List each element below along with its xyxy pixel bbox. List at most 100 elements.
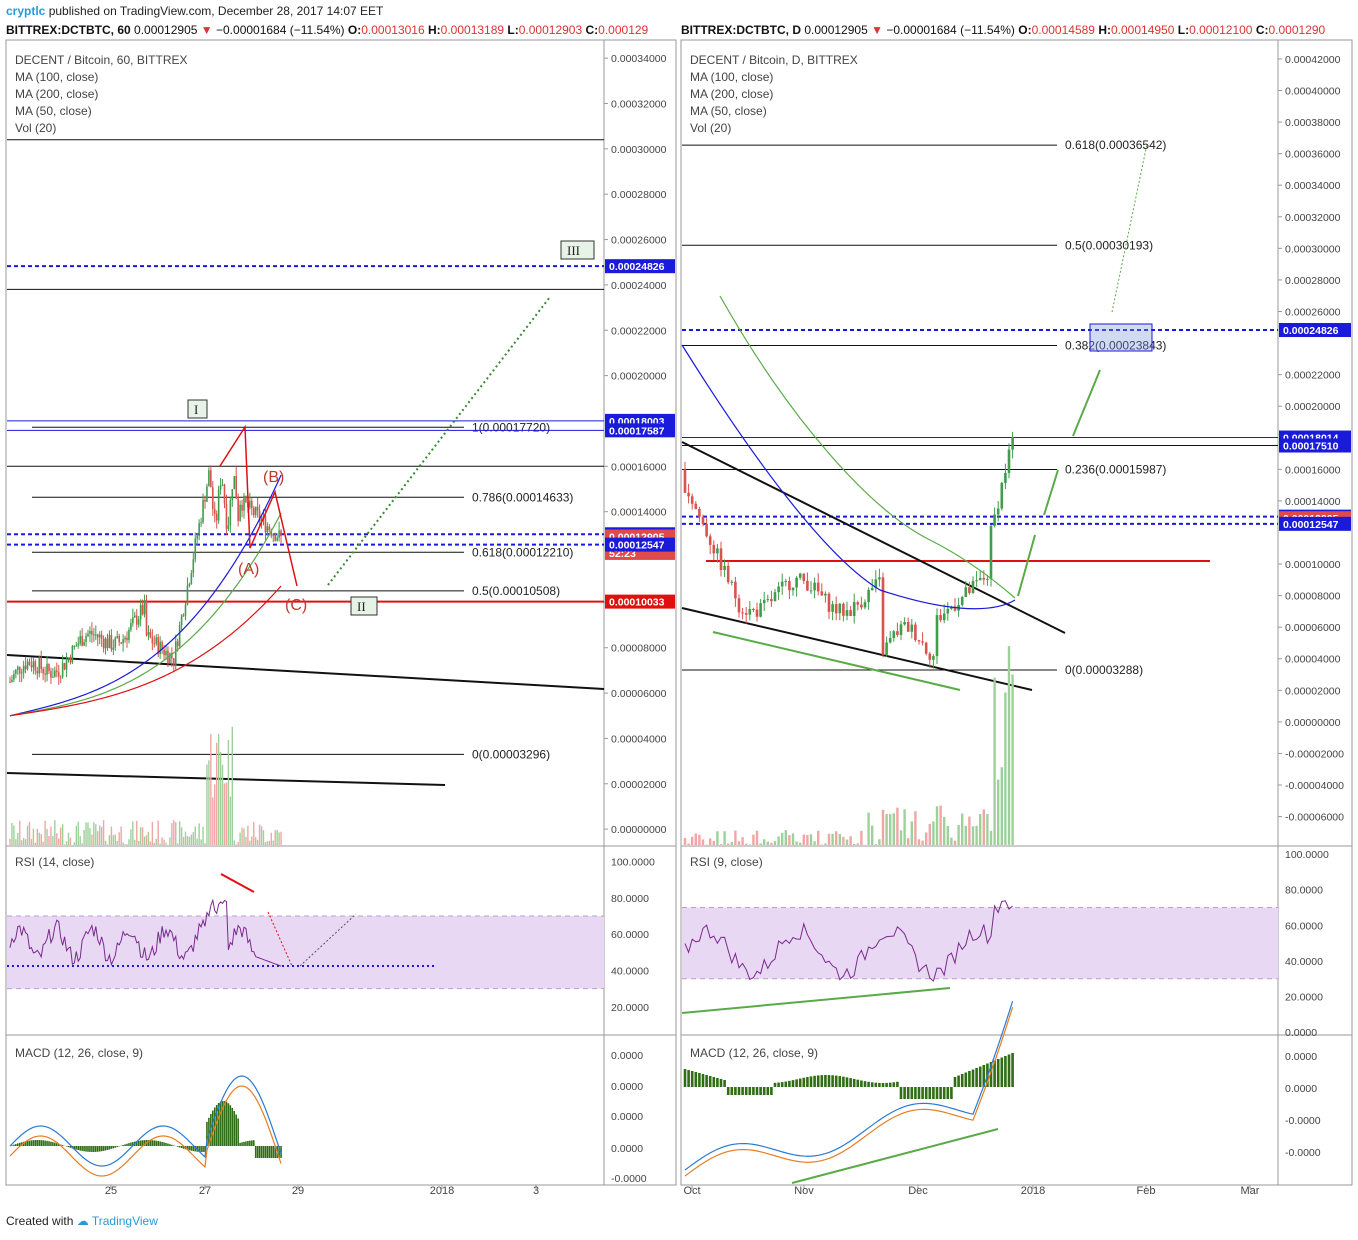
volume-bar <box>173 820 175 845</box>
candle-body <box>272 534 275 536</box>
macd-histogram-bar <box>251 1140 253 1146</box>
macd-histogram-bar <box>237 1118 239 1146</box>
macd-axis-label: 0.0000 <box>611 1050 643 1062</box>
wave-label-a: (A) <box>238 561 259 578</box>
volume-bar <box>130 829 132 845</box>
wedge-upper-trendline <box>681 441 1066 634</box>
volume-bar <box>93 822 95 845</box>
candle-body <box>852 602 856 616</box>
price-axis-label: 0.00034000 <box>1285 180 1341 192</box>
candle-body <box>910 624 914 632</box>
candle-body <box>917 640 921 642</box>
left-symbol[interactable]: BITTREX:DCTBTC, 60 <box>6 23 131 37</box>
volume-bar <box>198 823 200 845</box>
fib-label: 0.5(0.00030193) <box>1065 238 1153 252</box>
candle-body <box>759 603 762 617</box>
candle-body <box>276 537 278 541</box>
footer: Created with ☁ TradingView <box>6 1214 158 1228</box>
candle-body <box>1004 472 1007 483</box>
price-axis-label: -0.00002000 <box>1285 748 1344 760</box>
volume-bar <box>806 834 809 845</box>
macd-histogram-bar <box>788 1080 791 1087</box>
rsi-axis-label: 60.0000 <box>1285 920 1323 932</box>
macd-histogram-bar <box>813 1075 816 1087</box>
candle-body <box>719 548 723 571</box>
macd-histogram-bar <box>223 1101 226 1146</box>
volume-bar <box>219 751 222 845</box>
price-axis-label: 0.00028000 <box>611 189 667 201</box>
candle-body <box>157 637 159 655</box>
candle-body <box>182 615 185 617</box>
volume-bar <box>777 836 780 845</box>
price-axis-label: 0.00028000 <box>1285 275 1341 287</box>
macd-histogram-bar <box>36 1140 39 1146</box>
volume-bar <box>50 826 52 845</box>
right-symbol[interactable]: BITTREX:DCTBTC, D <box>681 23 801 37</box>
macd-histogram-bar <box>274 1146 276 1158</box>
volume-bar <box>21 840 23 845</box>
candle-body <box>924 642 928 654</box>
macd-histogram-bar <box>116 1146 119 1148</box>
volume-bar <box>15 839 17 845</box>
volume-bar <box>262 830 265 845</box>
time-axis-label: Nov <box>794 1185 814 1197</box>
candle-body <box>217 489 220 521</box>
macd-histogram-bar <box>712 1077 716 1087</box>
volume-bar <box>233 840 235 845</box>
candle-body <box>860 604 863 608</box>
macd-histogram-bar <box>870 1082 874 1087</box>
volume-bar <box>989 830 993 845</box>
macd-histogram-bar <box>978 1066 982 1087</box>
macd-histogram-bar <box>122 1145 124 1146</box>
macd-histogram-bar <box>95 1146 97 1152</box>
right-close: 0.0001290 <box>1268 23 1326 37</box>
volume-bar <box>104 840 107 845</box>
macd-axis-label: 0.0000 <box>611 1081 643 1093</box>
macd-histogram-bar <box>235 1114 237 1146</box>
volume-bar <box>239 832 241 845</box>
macd-axis-label: -0.0000 <box>1285 1147 1321 1159</box>
rsi-axis-label: 40.0000 <box>611 965 649 977</box>
candle-body <box>892 631 896 639</box>
candle-body <box>65 660 68 670</box>
volume-bar <box>993 677 996 845</box>
macd-histogram-bar <box>52 1142 54 1146</box>
volume-bar <box>932 821 935 845</box>
volume-bar <box>892 813 895 845</box>
candle-body <box>274 534 276 541</box>
volume-bar <box>108 835 111 845</box>
macd-axis-label: -0.0000 <box>1285 1115 1321 1127</box>
macd-histogram-bar <box>143 1140 146 1146</box>
candle-body <box>75 645 78 647</box>
candle-body <box>176 641 179 647</box>
price-tag-label: 0.00012547 <box>1283 519 1339 531</box>
candle-body <box>978 577 982 581</box>
macd-histogram-bar <box>30 1140 33 1146</box>
volume-bar <box>139 827 142 845</box>
volume-bar <box>256 839 259 845</box>
macd-histogram-bar <box>260 1146 263 1158</box>
volume-bar <box>38 832 40 845</box>
left-open: 0.00013016 <box>361 23 425 37</box>
volume-bar <box>268 840 271 845</box>
volume-bar <box>81 843 83 845</box>
price-axis-label: 0.00032000 <box>1285 212 1341 224</box>
candle-body <box>266 526 269 533</box>
volume-bar <box>196 838 198 845</box>
footer-brand[interactable]: TradingView <box>91 1214 158 1228</box>
candle-body <box>683 469 687 493</box>
volume-bar <box>737 841 741 845</box>
macd-histogram-bar <box>114 1146 117 1148</box>
trend-arrow <box>1043 469 1059 516</box>
volume-bar <box>885 814 888 845</box>
price-axis-label: 0.00006000 <box>1285 622 1341 634</box>
price-axis-label: 0.00008000 <box>1285 591 1341 603</box>
candle-body <box>806 580 809 591</box>
macd-histogram-bar <box>705 1075 708 1087</box>
price-axis-label: 0.00042000 <box>1285 54 1341 66</box>
author-link[interactable]: cryptlc <box>6 4 46 18</box>
daily-chart: 0.00042000 0.00040000 0.00038000 0.00036000… <box>680 39 1353 1197</box>
target-projection <box>327 296 551 586</box>
volume-bar <box>161 837 163 845</box>
